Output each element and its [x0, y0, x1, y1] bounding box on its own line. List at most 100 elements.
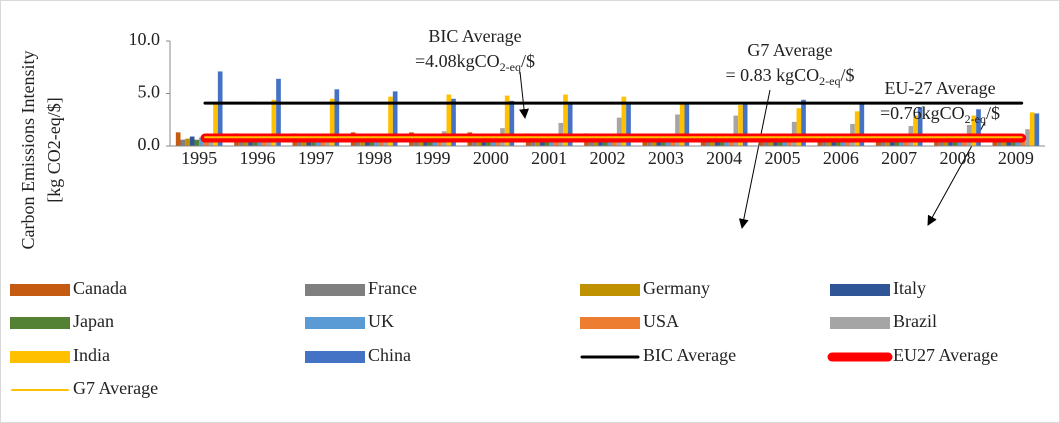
legend-label: China [368, 345, 411, 365]
y-axis-label: Carbon Emissions Intensity [kg CO2-eq/$] [18, 51, 64, 250]
x-tick-label: 2001 [531, 148, 567, 168]
bar [451, 98, 456, 146]
bar [836, 139, 841, 146]
bar [917, 107, 923, 146]
bar [472, 140, 477, 146]
bar [997, 141, 1002, 146]
annotation-text-part: =4.08kgCO [415, 51, 500, 71]
annotation-text-part: /$ [840, 65, 854, 85]
annotation-title: EU-27 Average [884, 78, 995, 98]
x-tick-label: 2004 [706, 148, 742, 168]
bar [976, 109, 981, 146]
y-axis-label-line: Carbon Emissions Intensity [18, 51, 38, 250]
x-tick-label: 1998 [356, 148, 392, 168]
x-tick-label: 2005 [765, 148, 801, 168]
bar [647, 140, 652, 146]
bar [1001, 139, 1007, 146]
bar [801, 99, 806, 146]
bar [413, 139, 419, 146]
bar [763, 140, 769, 146]
x-tick-label: 2000 [473, 148, 509, 168]
bar [252, 139, 258, 146]
annotation-text-part: /$ [986, 103, 1000, 123]
bar [679, 104, 685, 146]
x-tick-label: 2007 [881, 148, 917, 168]
arrow [519, 71, 529, 119]
bar [684, 104, 690, 146]
bar [530, 140, 536, 146]
annotation-title: BIC Average [428, 26, 521, 46]
legend-label: Canada [73, 278, 127, 298]
x-tick-label: 2003 [648, 148, 684, 168]
bar [189, 136, 195, 146]
bar [782, 139, 788, 146]
legend-label: India [73, 345, 110, 365]
bar [446, 94, 452, 146]
bar [329, 98, 335, 146]
bar [665, 139, 671, 146]
bar [894, 139, 900, 146]
x-tick-label: 2002 [590, 148, 626, 168]
bar [238, 139, 244, 146]
y-tick-label: 5.0 [138, 82, 161, 102]
bar [957, 140, 963, 146]
bar [621, 96, 627, 146]
x-tick-label: 2008 [940, 148, 976, 168]
bar [334, 89, 340, 146]
legend-swatch [305, 317, 365, 329]
bar [661, 139, 666, 146]
bar [563, 94, 568, 146]
legend-label: Brazil [893, 311, 937, 331]
legend-swatch [580, 284, 640, 296]
annotation-text: =4.08kgCO2-eq/$ [415, 51, 535, 74]
bar [588, 140, 594, 146]
legend-label: G7 Average [73, 378, 158, 398]
bar [952, 139, 958, 146]
bar [194, 139, 200, 146]
bar [705, 140, 711, 146]
legend-label: UK [368, 311, 394, 331]
legend-swatch [830, 317, 890, 329]
bar [738, 105, 743, 146]
bar [854, 111, 860, 146]
annotation-text-part: = 0.83 kgCO [726, 65, 820, 85]
legend-swatch [10, 317, 70, 329]
y-tick-label: 0.0 [138, 134, 161, 154]
bar [217, 71, 223, 146]
bar [1011, 139, 1016, 146]
bar [567, 102, 573, 146]
bar [826, 139, 832, 146]
x-tick-label: 2006 [823, 148, 859, 168]
bar [943, 139, 949, 146]
x-tick-label: 1999 [415, 148, 451, 168]
bar [180, 139, 186, 146]
bar [719, 139, 725, 146]
legend-label: Japan [73, 311, 114, 331]
annotation-text-part: 2-eq [500, 60, 521, 74]
bar [369, 139, 375, 146]
bar [777, 139, 783, 146]
bar [355, 139, 361, 146]
bar [311, 139, 316, 146]
bar [675, 114, 680, 146]
bar [899, 140, 904, 146]
bar [971, 115, 977, 146]
legend-swatch [305, 351, 365, 363]
bar [768, 139, 774, 146]
bar [840, 139, 846, 146]
bar [199, 137, 204, 146]
bar [742, 102, 748, 146]
annotation-text-part: 2-eq [819, 74, 840, 88]
legend-swatch [580, 317, 640, 329]
bar [271, 99, 277, 146]
bar [602, 139, 608, 146]
bar [388, 96, 393, 146]
bar [626, 104, 631, 146]
bar [185, 138, 190, 146]
bar [724, 139, 729, 146]
bar [544, 139, 550, 146]
x-tick-label: 1995 [181, 148, 217, 168]
bar [885, 139, 890, 146]
